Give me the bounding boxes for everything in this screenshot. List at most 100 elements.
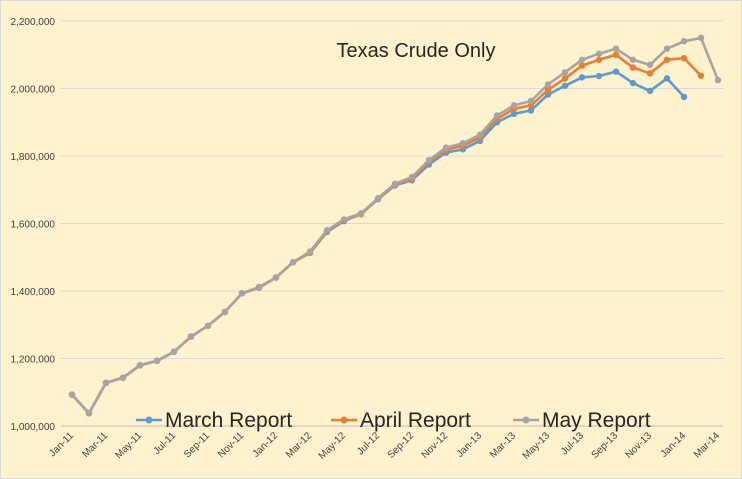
data-point	[357, 210, 365, 217]
data-point	[544, 86, 552, 94]
data-point	[170, 348, 178, 355]
data-point	[68, 391, 76, 398]
x-tick-label: Jan-11	[47, 430, 76, 459]
data-point	[221, 308, 229, 316]
x-tick-label: May-12	[317, 430, 349, 462]
legend-swatch-marker	[340, 416, 348, 424]
y-tick-label: 1,800,000	[11, 152, 56, 163]
data-point	[612, 51, 620, 58]
series-line	[71, 36, 720, 415]
data-point	[340, 216, 348, 223]
x-tick-label: Mar-13	[488, 430, 518, 460]
legend-label: May Report	[542, 409, 651, 432]
x-tick-label: Mar-12	[284, 430, 314, 460]
data-point	[306, 248, 314, 255]
data-point	[527, 107, 535, 114]
data-point	[187, 333, 195, 340]
data-point	[119, 374, 127, 381]
x-tick-label: Sep-12	[386, 430, 417, 461]
x-tick-label: Jan-13	[455, 430, 485, 460]
data-point	[612, 68, 620, 75]
data-point	[680, 38, 688, 45]
legend-label: April Report	[360, 409, 471, 432]
data-point	[289, 259, 297, 266]
data-point	[374, 194, 382, 202]
data-point	[561, 82, 569, 90]
data-point	[629, 79, 637, 87]
legend: March Report April Report May Report	[136, 409, 651, 432]
y-tick-label: 1,400,000	[11, 287, 56, 298]
x-axis-ticks: Jan-11 Mar-11 May-11 Jul-11 Sep-11 Nov-11 Jan-…	[47, 430, 722, 462]
x-tick-label: Mar-14	[692, 430, 722, 460]
data-point	[493, 112, 501, 119]
x-tick-label: Nov-12	[420, 430, 451, 461]
x-tick-label: May-11	[113, 430, 144, 461]
series-april-report	[68, 51, 705, 417]
data-point	[680, 54, 688, 62]
legend-label: March Report	[165, 409, 292, 432]
data-point	[136, 362, 144, 369]
x-tick-label: Mar-11	[80, 430, 110, 460]
data-point	[85, 409, 93, 417]
data-point	[323, 227, 331, 234]
x-tick-label: Nov-13	[624, 430, 655, 461]
data-point	[408, 173, 416, 181]
data-point	[595, 50, 603, 57]
data-point	[578, 62, 586, 69]
legend-swatch-marker	[522, 416, 530, 424]
data-point	[663, 56, 671, 64]
data-point	[663, 45, 671, 52]
data-point	[646, 61, 654, 69]
y-tick-label: 1,600,000	[11, 220, 56, 231]
data-point	[510, 110, 518, 118]
data-point	[578, 74, 586, 81]
data-point	[595, 72, 603, 80]
series-line	[71, 70, 685, 415]
data-point	[272, 274, 280, 281]
grid-lines	[61, 20, 723, 427]
data-point	[646, 87, 654, 95]
data-point	[646, 70, 654, 77]
data-point	[102, 379, 110, 386]
x-tick-label: Sep-13	[590, 430, 621, 461]
data-point	[714, 76, 722, 84]
data-point	[629, 64, 637, 71]
data-point	[527, 102, 535, 109]
data-point	[629, 56, 637, 64]
y-tick-label: 2,200,000	[11, 17, 56, 28]
data-point	[527, 97, 535, 105]
data-point	[595, 56, 603, 64]
data-point	[561, 75, 569, 82]
data-point	[238, 290, 246, 297]
data-point	[612, 45, 620, 52]
data-point	[510, 102, 518, 109]
legend-swatch-marker	[145, 416, 153, 424]
series-layer	[68, 34, 722, 417]
x-tick-label: Jul-12	[355, 430, 382, 457]
data-point	[153, 357, 161, 365]
chart-title: Texas Crude Only	[337, 40, 496, 62]
data-point	[442, 144, 450, 151]
series-may-report	[68, 34, 722, 417]
data-point	[204, 322, 212, 329]
data-point	[544, 81, 552, 88]
series-line	[71, 53, 702, 415]
x-tick-label: Jan-12	[251, 430, 281, 460]
data-point	[459, 139, 467, 147]
data-point	[561, 69, 569, 76]
data-point	[697, 72, 705, 79]
y-axis-ticks: 1,000,000 1,200,000 1,400,000 1,600,000 1,80…	[11, 17, 56, 433]
x-tick-label: Nov-11	[216, 430, 246, 460]
data-point	[680, 93, 688, 101]
data-point	[391, 180, 399, 187]
y-tick-label: 1,000,000	[11, 422, 56, 433]
x-tick-label: Jul-13	[559, 430, 586, 457]
data-point	[697, 34, 705, 42]
x-tick-label: Jul-11	[152, 430, 179, 457]
data-point	[663, 75, 671, 82]
data-point	[255, 283, 263, 291]
y-tick-label: 2,000,000	[11, 85, 56, 96]
data-point	[476, 131, 484, 138]
